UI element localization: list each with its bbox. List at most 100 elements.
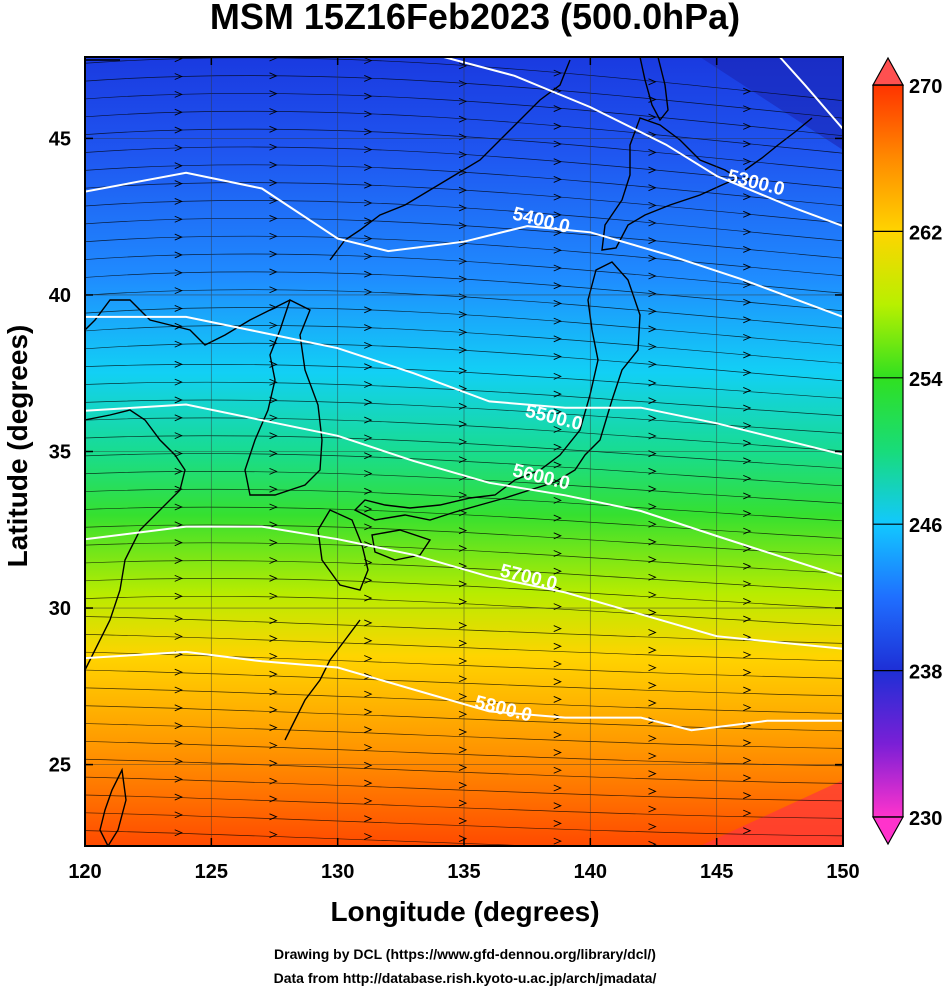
wind-arrowhead	[553, 105, 562, 112]
wind-arrowhead	[458, 275, 468, 283]
x-tick-label: 150	[826, 861, 859, 883]
wind-arrowhead	[458, 420, 468, 428]
wind-arrowhead	[364, 761, 373, 769]
wind-arrowhead	[269, 339, 278, 347]
wind-arrowhead	[364, 306, 373, 314]
wind-arrowhead	[364, 235, 373, 243]
wind-arrowhead	[743, 651, 752, 659]
wind-arrowhead	[458, 257, 468, 265]
streamline	[85, 435, 843, 469]
x-tick-label: 140	[574, 861, 607, 883]
wind-arrowhead	[364, 363, 373, 371]
wind-arrowhead	[553, 532, 562, 540]
wind-arrowhead	[269, 574, 278, 582]
wind-arrowhead	[269, 485, 278, 493]
streamline	[85, 812, 843, 837]
coastlines	[85, 57, 813, 846]
wind-arrowhead	[174, 57, 183, 63]
wind-arrowhead	[648, 485, 657, 493]
wind-arrowhead	[553, 229, 562, 236]
wind-arrowhead	[743, 827, 752, 835]
wind-arrowhead	[743, 774, 752, 782]
wind-arrowhead	[364, 523, 373, 531]
wind-arrowhead	[364, 128, 373, 136]
wind-arrowhead	[743, 228, 752, 236]
y-tick-label: 25	[49, 755, 71, 777]
wind-arrowhead	[364, 110, 373, 118]
wind-arrowhead	[364, 252, 373, 260]
contour-5700.0	[85, 525, 843, 650]
wind-arrowhead	[458, 598, 468, 606]
colorbar-tick-label: 230	[909, 808, 942, 830]
colorbar-ticks: 230 238 246 254 262 270	[873, 76, 943, 830]
streamline	[85, 253, 843, 294]
wind-arrowhead	[458, 580, 468, 588]
wind-arrowhead	[648, 184, 657, 192]
streamline	[85, 633, 843, 662]
wind-arrowhead	[174, 414, 183, 422]
wind-arrowhead	[364, 619, 373, 627]
wind-arrowhead	[458, 657, 468, 665]
wind-arrowhead	[458, 186, 468, 194]
wind-arrowhead	[743, 158, 752, 165]
wind-arrowhead	[743, 298, 752, 306]
wind-arrowhead	[174, 615, 183, 623]
wind-arrowhead	[648, 325, 657, 333]
wind-arrowhead	[458, 639, 468, 647]
wind-arrowhead	[458, 545, 468, 552]
streamline	[85, 471, 843, 504]
wind-arrowhead	[743, 281, 752, 289]
wind-arrowhead	[648, 503, 657, 511]
wind-arrowhead	[364, 75, 373, 82]
wind-arrowhead	[743, 263, 752, 271]
wind-arrowhead	[743, 87, 752, 95]
wind-arrowhead	[743, 615, 752, 623]
wind-arrowhead	[648, 148, 657, 156]
wind-arrowhead	[174, 305, 183, 312]
wind-arrowhead	[174, 73, 183, 80]
wind-arrowhead	[269, 670, 278, 678]
wind-arrowhead	[269, 795, 278, 803]
wind-arrowhead	[364, 708, 373, 716]
wind-arrowhead	[269, 396, 278, 404]
streamline	[85, 289, 843, 329]
wind-arrowhead	[743, 545, 752, 553]
streamline	[85, 217, 843, 259]
wind-arrowhead	[648, 823, 657, 831]
contour-5800.0	[85, 650, 843, 732]
wind-arrowhead	[743, 105, 752, 113]
wind-arrowhead	[553, 299, 562, 307]
wind-arrowhead	[458, 62, 468, 70]
wind-arrowhead	[174, 722, 183, 730]
taiwan-coastline	[99, 767, 127, 846]
wind-arrowhead	[648, 556, 657, 563]
wind-arrowhead	[648, 591, 657, 599]
wind-arrowhead	[743, 140, 752, 148]
wind-arrowhead	[174, 90, 183, 98]
wind-arrowhead	[553, 335, 562, 343]
wind-arrowhead	[364, 381, 373, 388]
wind-arrowhead	[174, 233, 183, 241]
wind-arrowhead	[553, 802, 562, 810]
wind-arrowhead	[553, 443, 562, 451]
wind-arrowhead	[269, 179, 278, 187]
streamline	[85, 200, 843, 242]
y-tick-label: 30	[49, 598, 71, 620]
wind-arrowhead	[269, 215, 278, 222]
wind-arrowhead	[553, 317, 562, 325]
wind-arrowhead	[269, 777, 278, 785]
wind-arrowhead	[648, 397, 657, 405]
wind-streamlines	[85, 57, 843, 846]
wind-arrowhead	[364, 726, 373, 734]
wind-arrowhead	[648, 78, 657, 86]
wind-arrowhead	[553, 496, 562, 504]
streamline	[85, 417, 843, 452]
contour-5500.0	[85, 315, 843, 456]
wind-arrowhead	[364, 576, 373, 584]
wind-arrowhead	[364, 779, 373, 787]
wind-arrowhead	[648, 166, 657, 174]
wind-arrowhead	[648, 467, 657, 475]
wind-arrowhead	[174, 740, 183, 747]
y-tick-label: 40	[49, 285, 71, 307]
